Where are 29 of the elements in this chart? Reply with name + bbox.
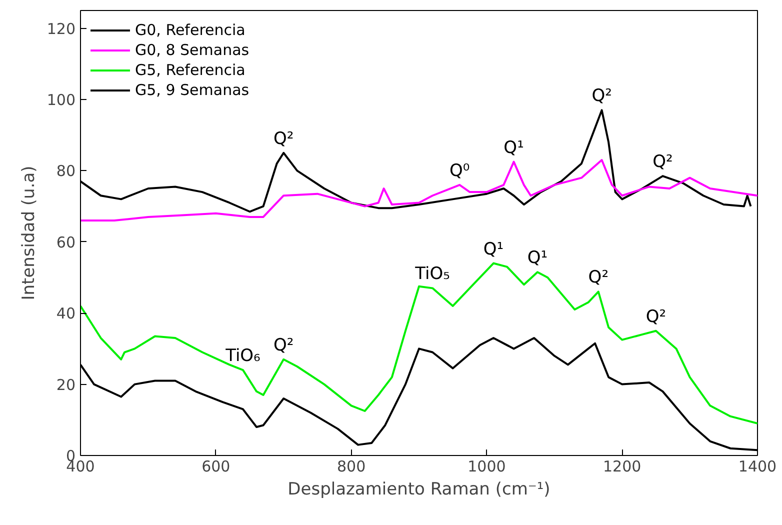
annotation: Q¹ — [483, 239, 504, 260]
x-tick-label: 800 — [336, 458, 366, 476]
annotation: Q² — [652, 152, 673, 172]
y-tick-label: 20 — [56, 376, 76, 394]
annotation: TiO₅ — [414, 264, 450, 284]
x-tick-label: 1200 — [603, 458, 642, 476]
x-axis-title: Desplazamiento Raman (cm⁻¹) — [288, 480, 550, 500]
y-tick-label: 80 — [56, 162, 76, 180]
y-tick-label: 100 — [46, 91, 76, 109]
legend-label: G5, Referencia — [135, 61, 246, 79]
legend-label: G0, 8 Semanas — [135, 41, 250, 59]
x-tick-label: 600 — [202, 458, 230, 476]
annotation: Q² — [274, 335, 294, 356]
y-tick-label: 120 — [46, 20, 76, 38]
annotation: Q¹ — [527, 248, 548, 268]
y-tick-label: 40 — [56, 304, 76, 323]
annotation: Q¹ — [504, 138, 524, 158]
y-tick-label: 60 — [56, 233, 76, 252]
annotation: Q² — [592, 86, 612, 106]
annotation: Q² — [588, 268, 609, 288]
x-tick-label: 1000 — [468, 458, 506, 476]
annotation: Q⁰ — [450, 160, 470, 181]
annotation: Q² — [274, 128, 294, 149]
legend-label: G0, Referencia — [135, 21, 246, 39]
annotation: Q² — [646, 306, 666, 327]
legend-label: G5, 9 Semanas — [135, 81, 250, 99]
y-axis-title: Intensidad (u.a) — [18, 166, 39, 300]
annotation: TiO₆ — [224, 346, 261, 366]
x-tick-label: 1400 — [738, 458, 777, 476]
